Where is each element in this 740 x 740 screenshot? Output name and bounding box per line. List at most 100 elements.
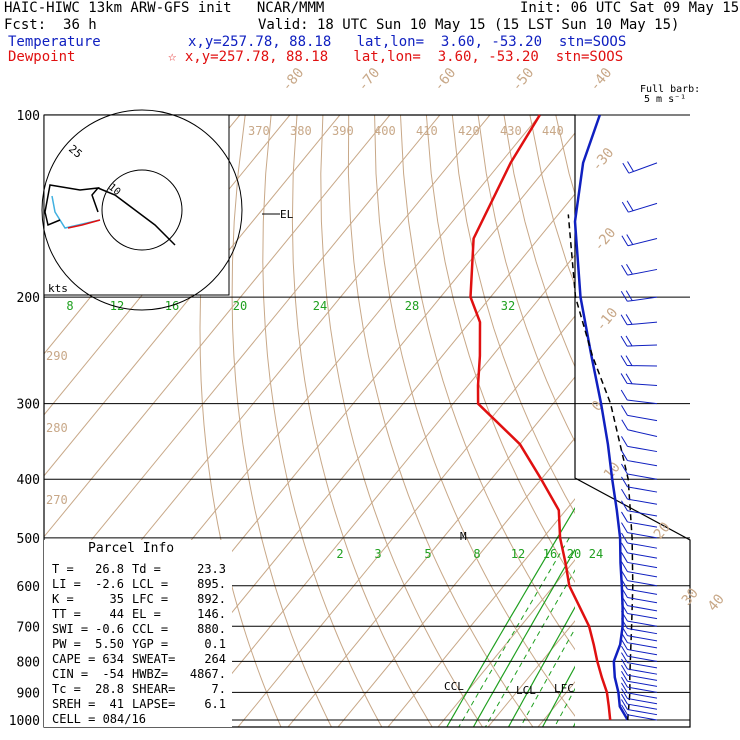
- temperature-location: x,y=257.78, 88.18 lat,lon= 3.60, -53.20 …: [188, 34, 627, 50]
- wind-barb-flag: [621, 676, 628, 688]
- isotherm: [437, 559, 575, 727]
- dry-adiabat: [633, 115, 740, 733]
- wind-barb: [627, 714, 658, 721]
- isotherm-label: -10: [593, 305, 622, 335]
- dry-adiabat: [262, 115, 383, 727]
- wind-barb-flag: [620, 291, 628, 302]
- isotherm-label: -80: [279, 65, 308, 95]
- model-title: HAIC-HIWC 13km ARW-GFS init NCAR/MMM: [4, 0, 325, 16]
- wind-barb: [627, 382, 658, 387]
- parcel-value: 634: [102, 652, 124, 666]
- isotherm: [583, 115, 740, 733]
- wind-barb-flag: [621, 235, 629, 247]
- m-label: M: [460, 530, 467, 543]
- wind-barb: [627, 414, 658, 422]
- wind-barb: [627, 649, 658, 656]
- wind-barb: [627, 620, 658, 627]
- theta-label: 270: [46, 493, 68, 507]
- moist-adiabat: [519, 627, 575, 727]
- isotherm: [237, 315, 575, 727]
- wind-barb-flag: [621, 561, 628, 572]
- parcel-key: HWBZ=: [132, 667, 168, 681]
- wind-barb: [627, 627, 658, 635]
- wind-barb: [627, 429, 658, 438]
- mixing-line: [626, 404, 740, 733]
- wind-barb-flag: [621, 645, 628, 657]
- parcel-value: -0.6: [95, 622, 124, 636]
- parcel-key: CAPE =: [52, 652, 95, 666]
- isotherm: [683, 115, 740, 733]
- pressure-label: 200: [17, 291, 40, 306]
- wind-barb: [627, 686, 658, 693]
- barb-legend-title: Full barb:: [640, 84, 701, 95]
- theta-label: 420: [458, 124, 480, 138]
- parcel-key: Tc =: [52, 682, 81, 696]
- dry-adiabat: [608, 115, 740, 733]
- parcel-value: 26.8: [95, 562, 124, 576]
- wind-barb-flag: [621, 552, 628, 563]
- wind-barb-flag: [620, 335, 628, 347]
- dewpoint-legend: Dewpoint: [8, 49, 76, 65]
- parcel-value: 0.1: [204, 637, 226, 651]
- pressure-label: 1000: [9, 714, 40, 729]
- dry-adiabat: [555, 115, 575, 196]
- dry-adiabat: [231, 115, 333, 727]
- wind-barb-flag: [627, 161, 634, 172]
- wind-barbs: [620, 161, 658, 721]
- parcel-cell: CELL = 084/16: [52, 712, 146, 726]
- wind-barb-flag: [626, 263, 633, 275]
- wind-barb-flag: [620, 314, 628, 326]
- valid-time: Valid: 18 UTC Sun 10 May 15 (15 LST Sun …: [258, 17, 680, 33]
- wind-barb-flag: [621, 476, 628, 488]
- parcel-key: SWEAT=: [132, 652, 175, 666]
- wind-barb-flag: [621, 639, 628, 650]
- parcel-key: SHEAR=: [132, 682, 175, 696]
- lfc-label: LFC: [554, 682, 574, 695]
- wind-barb-flag: [625, 373, 633, 385]
- theta-label: 430: [500, 124, 522, 138]
- mixing-line: [572, 722, 575, 727]
- wind-barb-flag: [620, 389, 628, 401]
- moist-adiabat: [458, 537, 570, 727]
- moist-adiabat: [662, 538, 740, 733]
- mixing-line: [472, 548, 575, 727]
- parcel-value: 895.: [197, 577, 226, 591]
- wind-barb: [627, 642, 658, 649]
- parcel-path: [567, 214, 634, 721]
- moist-adiabat: [623, 538, 723, 733]
- mixing-line: [507, 606, 575, 727]
- isotherm: [44, 115, 341, 477]
- wind-barb: [627, 605, 658, 612]
- wind-barb-flag: [621, 693, 628, 705]
- pressure-label: 600: [17, 580, 40, 595]
- wind-barb-flag: [621, 618, 628, 629]
- wind-barb-flag: [621, 625, 628, 636]
- pressure-label: 800: [17, 655, 40, 670]
- wind-barb: [627, 708, 658, 716]
- isotherm: [44, 115, 391, 538]
- theta-label: 440: [542, 124, 564, 138]
- parcel-key: LFC =: [132, 592, 168, 606]
- parcel-key: PW =: [52, 637, 81, 651]
- isotherm-label: -40: [587, 65, 616, 95]
- theta-label: 380: [290, 124, 312, 138]
- wind-barb: [627, 655, 658, 662]
- wind-barb-flag: [621, 595, 628, 606]
- dry-adiabat: [711, 115, 740, 733]
- isotherm: [44, 115, 441, 599]
- isotherm-label: -20: [591, 225, 620, 255]
- wind-barb-flag: [625, 335, 633, 347]
- wind-barb-flag: [621, 699, 628, 710]
- wind-barb-flag: [621, 578, 628, 590]
- lcl-label: LCL: [516, 684, 536, 697]
- wind-barb-flag: [625, 290, 633, 301]
- theta-label: 400: [374, 124, 396, 138]
- mixing-label: 16: [543, 547, 557, 561]
- wind-barb: [627, 486, 658, 493]
- wind-barb-flag: [621, 688, 628, 699]
- wind-barb-flag: [621, 201, 629, 213]
- mixing-label: 20: [233, 299, 247, 313]
- parcel-value: 264: [204, 652, 226, 666]
- parcel-key: LCL =: [132, 577, 168, 591]
- mixing-label: 20: [567, 547, 581, 561]
